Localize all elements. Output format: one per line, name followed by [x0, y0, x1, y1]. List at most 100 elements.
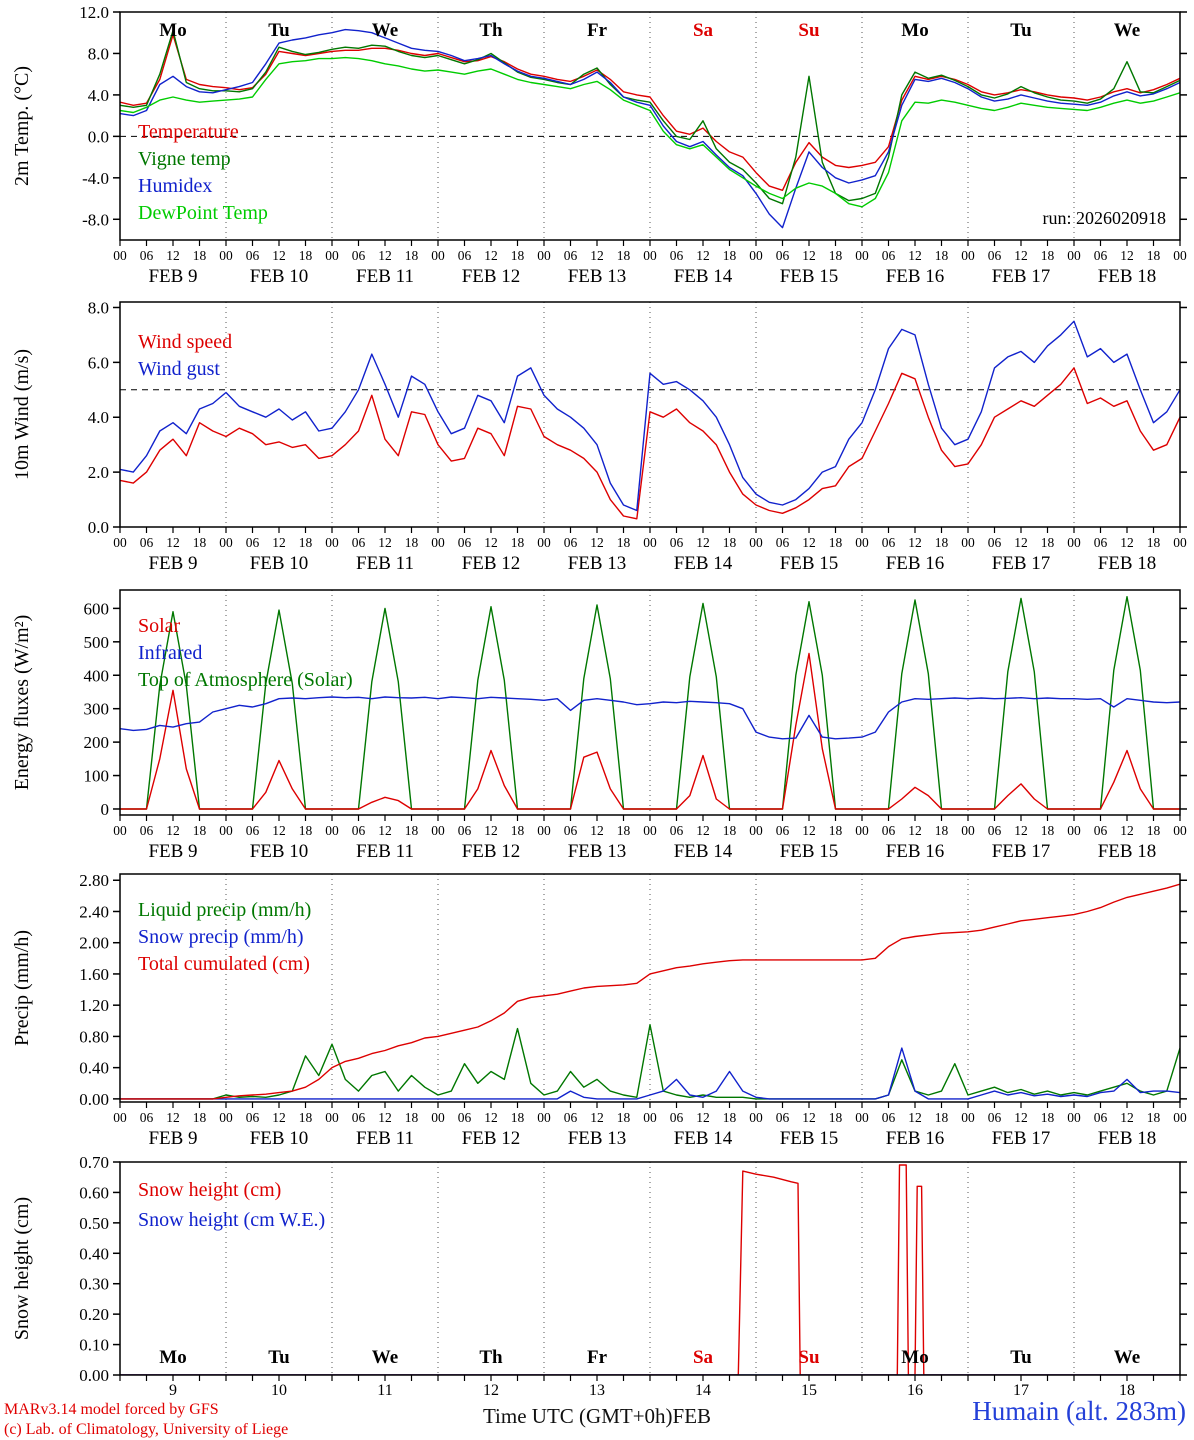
svg-text:FEB 16: FEB 16	[886, 1128, 945, 1149]
svg-text:18: 18	[829, 1110, 843, 1125]
svg-text:2.80: 2.80	[79, 871, 109, 890]
svg-text:18: 18	[405, 535, 419, 550]
svg-text:06: 06	[564, 248, 578, 263]
svg-text:FEB 17: FEB 17	[992, 841, 1051, 862]
svg-text:Tu: Tu	[268, 1347, 290, 1368]
svg-text:Liquid precip (mm/h): Liquid precip (mm/h)	[138, 899, 311, 921]
svg-text:Th: Th	[479, 20, 503, 41]
y-axis-title: Energy fluxes (W/m²)	[11, 615, 33, 791]
svg-text:00: 00	[537, 1110, 551, 1125]
svg-text:06: 06	[988, 248, 1002, 263]
svg-text:00: 00	[855, 823, 869, 838]
station-label: Humain (alt. 283m)	[972, 1396, 1186, 1426]
series-vigne-temp	[120, 30, 1180, 205]
svg-text:18: 18	[1147, 535, 1161, 550]
svg-text:FEB 16: FEB 16	[886, 266, 945, 287]
panel-snow: 0.00 0.10 0.20 0.30 0.40 0.50 0.60 0.70 9 10 11 12 1…	[11, 1153, 1187, 1399]
svg-text:Tu: Tu	[268, 20, 290, 41]
svg-text:00: 00	[219, 1110, 233, 1125]
svg-text:00: 00	[855, 248, 869, 263]
series-group	[120, 320, 1180, 520]
svg-text:Wind speed: Wind speed	[138, 331, 232, 353]
svg-text:FEB 16: FEB 16	[886, 553, 945, 574]
svg-text:00: 00	[325, 823, 339, 838]
svg-text:00: 00	[1067, 823, 1081, 838]
svg-text:06: 06	[458, 248, 472, 263]
legend: Liquid precip (mm/h) Snow precip (mm/h) To…	[138, 899, 311, 975]
credit-line-1: MARv3.14 model forced by GFS	[4, 1401, 219, 1418]
x-axis: 00 06 12 18 00 06 12 18 00 06 12 18 00 06 12 18 00 06 12 18…	[113, 240, 1187, 287]
svg-text:00: 00	[113, 823, 127, 838]
svg-text:12: 12	[1014, 535, 1028, 550]
svg-text:FEB 12: FEB 12	[462, 1128, 521, 1149]
svg-text:FEB 12: FEB 12	[462, 266, 521, 287]
svg-text:Mo: Mo	[901, 20, 928, 41]
svg-text:12: 12	[908, 535, 922, 550]
svg-text:18: 18	[405, 823, 419, 838]
svg-text:00: 00	[749, 535, 763, 550]
svg-text:12: 12	[1120, 823, 1134, 838]
svg-text:18: 18	[299, 535, 313, 550]
svg-text:06: 06	[140, 823, 154, 838]
svg-text:12: 12	[378, 1110, 392, 1125]
svg-text:FEB 17: FEB 17	[992, 553, 1051, 574]
svg-text:0.60: 0.60	[79, 1183, 109, 1202]
svg-text:06: 06	[776, 248, 790, 263]
svg-text:18: 18	[405, 248, 419, 263]
svg-text:12: 12	[696, 248, 710, 263]
svg-text:06: 06	[988, 535, 1002, 550]
svg-text:00: 00	[855, 535, 869, 550]
svg-text:18: 18	[723, 248, 737, 263]
svg-text:06: 06	[776, 1110, 790, 1125]
svg-text:18: 18	[617, 535, 631, 550]
svg-text:00: 00	[961, 535, 975, 550]
svg-text:00: 00	[1173, 1110, 1187, 1125]
svg-text:00: 00	[219, 823, 233, 838]
svg-text:FEB 9: FEB 9	[148, 266, 197, 287]
svg-text:1.60: 1.60	[79, 965, 109, 984]
svg-text:00: 00	[855, 1110, 869, 1125]
svg-text:FEB 11: FEB 11	[356, 553, 414, 574]
svg-text:06: 06	[988, 1110, 1002, 1125]
svg-text:00: 00	[325, 535, 339, 550]
svg-text:12: 12	[378, 535, 392, 550]
series-dewpoint-temp	[120, 56, 1180, 208]
svg-text:14: 14	[695, 1382, 711, 1399]
svg-text:06: 06	[670, 248, 684, 263]
svg-text:12: 12	[802, 248, 816, 263]
svg-text:0: 0	[101, 800, 110, 819]
svg-text:Vigne temp: Vigne temp	[138, 148, 231, 170]
series-group	[120, 883, 1180, 1100]
svg-text:10: 10	[271, 1382, 287, 1399]
svg-text:00: 00	[113, 248, 127, 263]
svg-text:FEB 10: FEB 10	[250, 841, 309, 862]
svg-text:Su: Su	[798, 1347, 820, 1368]
svg-text:12: 12	[484, 1110, 498, 1125]
svg-text:00: 00	[113, 1110, 127, 1125]
svg-text:16: 16	[907, 1382, 923, 1399]
svg-text:FEB 10: FEB 10	[250, 1128, 309, 1149]
svg-text:18: 18	[1119, 1382, 1135, 1399]
svg-text:15: 15	[801, 1382, 817, 1399]
svg-text:18: 18	[1041, 1110, 1055, 1125]
svg-text:8.0: 8.0	[88, 44, 109, 63]
svg-text:Snow precip (mm/h): Snow precip (mm/h)	[138, 926, 304, 948]
svg-text:18: 18	[299, 248, 313, 263]
svg-text:18: 18	[1041, 535, 1055, 550]
svg-text:Su: Su	[798, 20, 820, 41]
svg-text:18: 18	[193, 535, 207, 550]
svg-text:12: 12	[1120, 248, 1134, 263]
svg-text:06: 06	[776, 823, 790, 838]
svg-text:FEB 13: FEB 13	[568, 1128, 627, 1149]
svg-text:18: 18	[935, 535, 949, 550]
svg-text:DewPoint Temp: DewPoint Temp	[138, 202, 268, 224]
x-axis: 00 06 12 18 00 06 12 18 00 06 12 18 00 06 12 18 00 06 12 18…	[113, 1102, 1187, 1149]
svg-text:18: 18	[511, 823, 525, 838]
svg-text:FEB 11: FEB 11	[356, 266, 414, 287]
svg-text:Infrared: Infrared	[138, 642, 202, 664]
x-axis: 9 10 11 12 13 14 15 16 17 18	[119, 1375, 1181, 1399]
svg-text:0.70: 0.70	[79, 1153, 109, 1172]
y-axis: -8.0 -4.0 0.0 4.0 8.0 12.0	[79, 3, 1187, 229]
svg-text:18: 18	[511, 535, 525, 550]
